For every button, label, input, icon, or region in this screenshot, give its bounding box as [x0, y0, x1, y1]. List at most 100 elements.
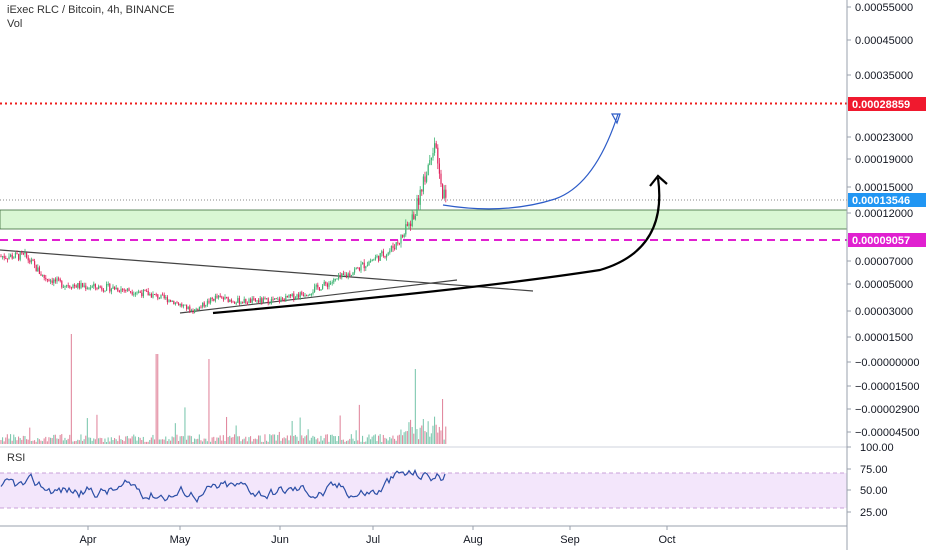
volume-bar: [162, 439, 164, 444]
candle-body: [61, 281, 63, 288]
candle-body: [74, 285, 76, 287]
candle-body: [157, 294, 159, 299]
candlestick-series[interactable]: [0, 137, 447, 315]
candle-body: [19, 252, 21, 260]
volume-bar: [27, 439, 29, 444]
candle-body: [11, 254, 13, 259]
candle-body: [411, 214, 413, 226]
volume-bar: [130, 438, 132, 444]
volume-bar: [288, 440, 290, 444]
price-tick-label: 0.00015000: [855, 182, 913, 194]
volume-bar: [149, 439, 151, 444]
candle-body: [378, 255, 380, 261]
candle-body: [93, 283, 95, 287]
candle-body: [62, 286, 64, 288]
volume-bar: [70, 334, 72, 444]
volume-bar: [408, 422, 410, 444]
candle-body: [219, 295, 221, 297]
volume-bar: [173, 437, 175, 444]
candle-body: [98, 286, 100, 290]
volume-bar: [413, 433, 415, 444]
volume-bar: [171, 436, 173, 444]
price-axis[interactable]: 0.00055000 0.00045000 0.00035000 0.00023000…: [847, 2, 920, 439]
volume-bar: [128, 438, 130, 444]
candle-body: [203, 302, 205, 307]
volume-bar: [230, 437, 232, 444]
candle-body: [101, 287, 103, 290]
volume-bar: [192, 441, 194, 444]
support-zone[interactable]: [0, 209, 848, 230]
rsi-axis[interactable]: 100.00 75.00 50.00 25.00: [847, 442, 894, 519]
volume-bar: [277, 434, 279, 444]
volume-bar: [208, 359, 210, 444]
volume-bar: [301, 435, 303, 444]
candle-body: [96, 287, 98, 290]
trend-arrow[interactable]: [212, 177, 661, 315]
candle-body: [282, 298, 284, 300]
volume-bar: [58, 438, 60, 444]
volume-bar: [26, 439, 28, 444]
volume-bar: [270, 435, 272, 444]
price-badge-label: 0.00009057: [852, 235, 910, 247]
volume-bar: [210, 441, 212, 444]
candle-body: [50, 280, 52, 282]
candle-body: [405, 224, 407, 235]
candle-body: [358, 267, 360, 271]
volume-bar: [8, 438, 10, 444]
volume-bar: [37, 438, 39, 444]
candle-body: [2, 256, 4, 258]
candle-body: [0, 256, 2, 258]
candle-body: [165, 297, 167, 299]
volume-bar: [336, 441, 338, 444]
candle-body: [120, 288, 122, 292]
volume-bar: [422, 419, 424, 444]
candle-body: [429, 159, 431, 165]
volume-bar: [366, 437, 368, 444]
candle-body: [146, 290, 148, 292]
candle-body: [355, 267, 357, 270]
candle-body: [293, 293, 295, 300]
volume-bar: [174, 423, 176, 444]
candle-body: [128, 288, 130, 292]
candle-body: [274, 298, 276, 300]
candle-body: [302, 294, 304, 296]
candle-body: [390, 245, 392, 251]
volume-bar: [178, 441, 180, 444]
volume-bar: [440, 430, 442, 444]
price-tick-label: 0.00007000: [855, 256, 913, 268]
candle-body: [237, 298, 239, 303]
volume-bar: [400, 429, 402, 444]
rsi-label[interactable]: RSI: [7, 452, 26, 464]
candle-body: [107, 283, 109, 285]
candle-body: [306, 295, 308, 297]
candle-body: [331, 282, 333, 284]
time-axis[interactable]: Apr May Jun Jul Aug Sep Oct: [79, 526, 676, 546]
volume-bar: [90, 437, 92, 444]
candle-body: [371, 259, 373, 262]
volume-bar: [438, 426, 440, 444]
volume-histogram[interactable]: [0, 334, 447, 444]
volume-bar: [430, 433, 432, 444]
candle-body: [72, 285, 74, 289]
candle-body: [384, 255, 386, 258]
trend-arrow-head: [649, 174, 668, 187]
descending-trendline[interactable]: [0, 249, 534, 292]
candle-body: [309, 294, 311, 296]
candle-body: [182, 305, 184, 307]
candle-body: [315, 284, 317, 287]
rsi-line[interactable]: [0, 468, 446, 504]
volume-bar: [365, 441, 367, 444]
volume-bar: [197, 438, 199, 444]
volume-bar: [179, 436, 181, 444]
volume-bar: [421, 425, 423, 444]
volume-bar: [51, 438, 53, 444]
projection-arrow[interactable]: [442, 113, 619, 210]
candle-body: [189, 306, 191, 312]
volume-bar: [154, 439, 156, 444]
symbol-title[interactable]: iExec RLC / Bitcoin, 4h, BINANCE: [7, 4, 175, 16]
candle-body: [243, 299, 245, 304]
candle-body: [42, 274, 44, 276]
candle-body: [154, 293, 156, 295]
ascending-trendline[interactable]: [179, 279, 458, 314]
